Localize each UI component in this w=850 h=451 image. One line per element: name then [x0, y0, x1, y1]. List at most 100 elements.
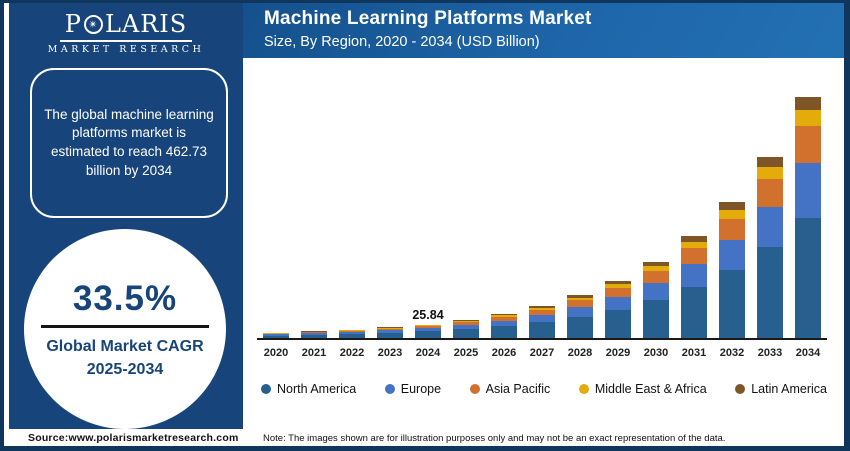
bar-stack-2033	[757, 156, 783, 338]
x-axis-label-2027: 2027	[529, 347, 555, 359]
x-axis-label-2033: 2033	[757, 347, 783, 359]
bar-segment-2024-middle-east-africa	[415, 325, 441, 327]
frame-border-left	[0, 0, 4, 451]
x-axis-label-2031: 2031	[681, 347, 707, 359]
bar-segment-2032-asia-pacific	[719, 218, 745, 240]
x-axis-label-2025: 2025	[453, 347, 479, 359]
cagr-value: 33.5%	[72, 279, 178, 319]
x-axis-label-2023: 2023	[377, 347, 403, 359]
bar-segment-2033-middle-east-africa	[757, 166, 783, 179]
chart-card: 25.84 2020 2021 2022 2023 2024 2025 2026 2027 20…	[243, 58, 844, 429]
bar-stack-2030	[643, 261, 669, 338]
bar-segment-2033-europe	[757, 206, 783, 248]
bar-segment-2031-north-america	[681, 287, 707, 338]
bar-column-2028	[561, 295, 599, 338]
legend-label: Europe	[400, 382, 442, 396]
x-axis-label-2030: 2030	[643, 347, 669, 359]
bar-segment-2021-north-america	[301, 334, 327, 338]
bar-segment-2025-middle-east-africa	[453, 321, 479, 323]
plot-area: 25.84	[257, 90, 827, 340]
bar-segment-2029-europe	[605, 296, 631, 310]
bar-segment-2022-middle-east-africa	[339, 330, 365, 331]
report-header: Machine Learning Platforms Market Size, …	[243, 3, 844, 58]
bar-segment-2024-asia-pacific	[415, 326, 441, 329]
bar-segment-2034-europe	[795, 163, 821, 218]
bar-segment-2023-latin-america	[377, 327, 403, 328]
bar-segment-2031-europe	[681, 264, 707, 288]
bar-stack-2022	[339, 329, 365, 338]
bar-segment-2026-asia-pacific	[491, 316, 517, 321]
bar-segment-2031-latin-america	[681, 236, 707, 242]
bar-column-2030	[637, 261, 675, 338]
bar-stack-2027	[529, 305, 555, 338]
cagr-label-line2: 2025-2034	[86, 360, 164, 378]
bar-column-2033	[751, 156, 789, 338]
bar-segment-2026-latin-america	[491, 314, 517, 316]
bar-segment-2027-latin-america	[529, 305, 555, 308]
bar-segment-2032-europe	[719, 239, 745, 271]
bar-segment-2021-europe	[301, 333, 327, 335]
bar-stack-2032	[719, 202, 745, 338]
x-axis-labels: 2020 2021 2022 2023 2024 2025 2026 2027 2028 2029…	[257, 347, 827, 359]
polaris-logo: P ✴ LARIS MARKET RESEARCH	[9, 3, 243, 55]
bar-stack-2031	[681, 236, 707, 338]
bar-segment-2029-middle-east-africa	[605, 284, 631, 288]
x-axis-label-2028: 2028	[567, 347, 593, 359]
bar-segment-2026-north-america	[491, 326, 517, 338]
bar-stack-2020	[263, 333, 289, 338]
bar-segment-2034-asia-pacific	[795, 125, 821, 164]
sidebar: P ✴ LARIS MARKET RESEARCH The global machi…	[9, 3, 243, 429]
bar-segment-2024-north-america	[415, 331, 441, 338]
x-axis-label-2022: 2022	[339, 347, 365, 359]
frame-border-right	[844, 0, 850, 451]
bar-column-2026	[485, 314, 523, 338]
bar-segment-2027-europe	[529, 314, 555, 322]
report-title: Machine Learning Platforms Market	[264, 8, 592, 29]
bar-segment-2024-europe	[415, 328, 441, 332]
legend-item-middle-east-africa: Middle East & Africa	[578, 382, 707, 396]
bar-segment-2025-europe	[453, 325, 479, 329]
bar-column-2032	[713, 202, 751, 338]
bar-segment-2030-europe	[643, 282, 669, 300]
bar-segment-2033-latin-america	[757, 156, 783, 167]
legend-item-latin-america: Latin America	[735, 382, 827, 396]
bar-stack-2024	[415, 324, 441, 338]
logo-divider	[60, 40, 192, 42]
source-text: Source:www.polarismarketresearch.com	[28, 432, 239, 444]
logo-tagline: MARKET RESEARCH	[47, 43, 205, 55]
logo-letters-laris: LARIS	[104, 10, 188, 38]
legend-dot-icon	[578, 384, 589, 394]
bar-column-2021	[295, 331, 333, 338]
cagr-label: Global Market CAGR 2025-2034	[46, 336, 203, 381]
bar-segment-2022-asia-pacific	[339, 330, 365, 332]
bar-column-2024: 25.84	[409, 308, 447, 338]
bar-segment-2025-asia-pacific	[453, 322, 479, 325]
bar-segment-2030-asia-pacific	[643, 271, 669, 283]
logo-wordmark: P ✴ LARIS	[65, 12, 187, 36]
market-estimate-callout: The global machine learning platforms ma…	[30, 68, 228, 218]
bar-segment-2030-north-america	[643, 299, 669, 338]
bar-stack-2029	[605, 281, 631, 338]
bar-segment-2028-latin-america	[567, 295, 593, 298]
bar-segment-2031-middle-east-africa	[681, 241, 707, 249]
bar-segment-2025-latin-america	[453, 320, 479, 322]
bar-segment-2029-asia-pacific	[605, 287, 631, 297]
bar-column-2029	[599, 281, 637, 338]
logo-letter-p: P	[64, 10, 82, 38]
market-estimate-text: The global machine learning platforms ma…	[44, 106, 214, 178]
bar-segment-2029-north-america	[605, 309, 631, 338]
bar-segment-2033-asia-pacific	[757, 178, 783, 207]
x-axis-label-2024: 2024	[415, 347, 441, 359]
bar-segment-2023-asia-pacific	[377, 328, 403, 331]
legend-dot-icon	[261, 384, 271, 394]
bar-segment-2033-north-america	[757, 247, 783, 338]
bar-stack-2021	[301, 331, 327, 338]
legend-label: Latin America	[751, 382, 827, 396]
legend-dot-icon	[735, 384, 746, 394]
bar-column-2022	[333, 329, 371, 338]
legend-dot-icon	[384, 384, 395, 394]
x-axis-label-2021: 2021	[301, 347, 327, 359]
report-subtitle: Size, By Region, 2020 - 2034 (USD Billio…	[264, 34, 540, 50]
frame-border-bottom	[0, 446, 850, 451]
